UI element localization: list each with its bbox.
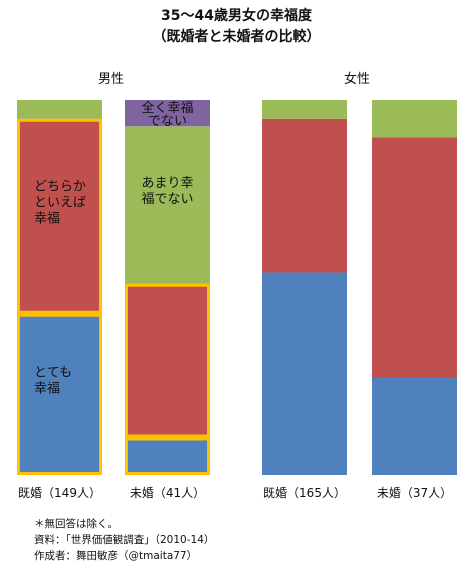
bar-female-married-rather-happy-segment <box>262 118 347 273</box>
bar-female-unmarried-not-very-happy-segment <box>372 100 457 138</box>
bar-female-married-very-happy-segment <box>262 272 347 475</box>
bar-male-married-not-very-happy-segment <box>17 100 102 119</box>
bar-male-unmarried-very-happy-segment <box>125 437 210 475</box>
x-tick-label: 既婚（165人） <box>263 486 346 500</box>
highlight-frame <box>17 118 102 314</box>
bar-male-married-very-happy-segment <box>17 313 102 475</box>
bar-female-unmarried-rather-happy-segment <box>372 137 457 378</box>
segment-data-label: 全く幸福でない <box>141 100 193 129</box>
x-tick-label: 未婚（37人） <box>377 486 452 500</box>
segment-data-label: とても幸福 <box>34 365 72 396</box>
x-tick-label: 既婚（149人） <box>18 486 101 500</box>
bar-female-unmarried-very-happy-segment <box>372 377 457 475</box>
x-tick-label: 未婚（41人） <box>130 486 205 500</box>
note-author: 作成者：舞田敏彦（@tmaita77） <box>34 550 198 562</box>
highlight-frame <box>125 437 210 475</box>
stacked-bar-chart: 既婚（149人） 未婚（41人） 既婚（165人） 未婚（37人） とても幸福 どちらかと… <box>17 100 457 500</box>
bar-male-married-rather-happy-segment <box>17 118 102 314</box>
segment-data-label: どちらかといえば幸福 <box>34 179 86 226</box>
group-label-female: 女性 <box>344 72 371 87</box>
bar-female-married-not-very-happy-segment <box>262 100 347 119</box>
highlight-frame <box>17 313 102 475</box>
chart-subtitle: （既婚者と未婚者の比較） <box>152 29 321 45</box>
note-source: 資料：「世界価値観調査」（2010-14） <box>34 534 215 546</box>
highlight-frame <box>125 283 210 438</box>
bar-male-unmarried-rather-happy-segment <box>125 283 210 438</box>
chart-title: 35～44歳男女の幸福度 <box>161 8 312 24</box>
bar-male-unmarried-not-very-happy-segment <box>125 126 210 284</box>
note-no-answer: ＊無回答は除く。 <box>34 518 118 530</box>
chart-notes: ＊無回答は除く。 資料：「世界価値観調査」（2010-14） 作成者：舞田敏彦（… <box>34 516 214 564</box>
bar-male-unmarried-not-at-all-happy-segment <box>125 100 210 127</box>
group-label-male: 男性 <box>98 72 125 87</box>
segment-data-label: あまり幸福でない <box>141 176 193 207</box>
